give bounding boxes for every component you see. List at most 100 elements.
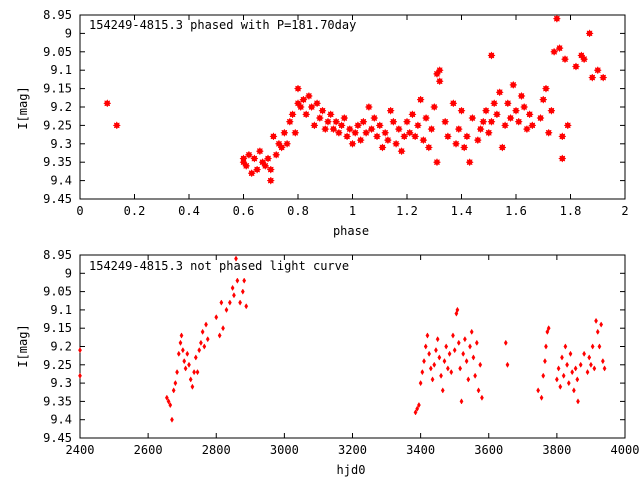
data-point — [351, 128, 360, 137]
data-point — [462, 132, 472, 141]
unphased-y-tick-label: 9.3 — [50, 376, 72, 390]
data-point — [432, 361, 437, 368]
data-point — [204, 321, 208, 328]
unphased-x-tick-label: 2600 — [134, 443, 163, 457]
data-point — [456, 339, 461, 346]
phased-x-tick-label: 0 — [76, 204, 83, 218]
data-point — [556, 365, 561, 372]
data-point — [238, 299, 242, 306]
data-point — [465, 158, 474, 167]
data-point — [227, 299, 232, 306]
phased-chart: 154249-4815.3 phased with P=181.70day ph… — [16, 8, 629, 238]
data-point — [405, 128, 414, 137]
data-point — [261, 161, 270, 171]
phased-x-tick-label: 1.2 — [396, 204, 418, 218]
data-point — [78, 372, 82, 379]
data-point — [269, 132, 278, 141]
data-point — [224, 306, 229, 313]
data-point — [572, 387, 576, 394]
data-point — [599, 321, 604, 328]
data-point — [244, 150, 254, 159]
data-point — [441, 117, 450, 126]
unphased-y-tick-label: 9.35 — [43, 394, 72, 408]
data-point — [463, 336, 467, 343]
data-point — [560, 55, 570, 64]
data-point — [408, 110, 417, 119]
data-point — [505, 361, 510, 368]
phased-y-tick-label: 9.1 — [50, 63, 72, 77]
phased-y-tick-label: 8.95 — [43, 8, 72, 22]
data-point — [536, 387, 541, 394]
data-point — [171, 387, 176, 394]
unphased-y-tick-label: 9.2 — [50, 340, 72, 354]
data-point — [503, 339, 508, 346]
data-point — [437, 354, 442, 361]
phased-y-tick-label: 9.45 — [43, 192, 72, 206]
data-point — [180, 347, 185, 354]
data-point — [331, 117, 341, 126]
data-point — [506, 113, 515, 123]
data-point — [473, 372, 478, 379]
data-point — [103, 99, 112, 108]
phased-y-tick-label: 9.15 — [43, 82, 72, 96]
data-point — [170, 416, 174, 423]
data-point — [592, 365, 597, 372]
data-point — [304, 91, 314, 101]
data-point — [430, 102, 439, 112]
data-point — [473, 135, 482, 145]
data-point — [442, 358, 447, 365]
data-point — [277, 143, 286, 152]
data-point — [415, 405, 420, 412]
data-point — [578, 361, 583, 368]
data-point — [585, 29, 594, 38]
data-point — [334, 128, 344, 137]
data-point — [234, 255, 238, 262]
data-point — [205, 336, 210, 343]
data-point — [318, 106, 327, 115]
data-point — [175, 369, 179, 376]
data-point — [444, 343, 449, 350]
phased-y-tick-label: 9.4 — [50, 174, 72, 188]
data-point — [420, 369, 425, 376]
data-point — [490, 99, 499, 108]
phased-x-tick-label: 1.6 — [505, 204, 527, 218]
data-point — [469, 328, 474, 335]
data-point — [461, 350, 466, 357]
data-point — [417, 401, 421, 409]
data-point — [602, 365, 607, 372]
data-point — [397, 147, 406, 156]
data-point — [544, 343, 548, 350]
data-point — [468, 343, 472, 350]
data-point — [554, 376, 559, 383]
data-point — [400, 132, 409, 141]
data-point — [565, 361, 569, 368]
data-point — [579, 55, 589, 64]
data-point — [525, 110, 534, 119]
data-point — [552, 14, 562, 23]
unphased-y-tick-label: 9.05 — [43, 285, 72, 299]
data-point — [522, 124, 532, 134]
data-point — [511, 106, 521, 115]
phased-x-tick-label: 1.8 — [560, 204, 582, 218]
data-point — [394, 124, 403, 134]
data-point — [197, 347, 202, 354]
data-point — [459, 398, 464, 405]
data-point — [411, 132, 420, 141]
data-point — [427, 124, 436, 134]
phased-chart-title: 154249-4815.3 phased with P=181.70day — [89, 18, 356, 32]
data-point — [454, 124, 463, 134]
data-point — [476, 387, 481, 394]
data-point — [178, 339, 183, 346]
data-point — [471, 354, 476, 361]
data-point — [593, 66, 602, 75]
data-point — [495, 88, 504, 97]
phased-y-tick-label: 9.3 — [50, 137, 72, 151]
data-point — [544, 128, 553, 137]
data-point — [375, 121, 384, 130]
data-point — [541, 84, 551, 93]
phased-chart-ylabel: I[mag] — [16, 86, 30, 129]
unphased-chart-ylabel: I[mag] — [16, 324, 30, 367]
data-point — [423, 343, 428, 350]
data-point — [599, 73, 608, 82]
data-point — [445, 365, 450, 372]
